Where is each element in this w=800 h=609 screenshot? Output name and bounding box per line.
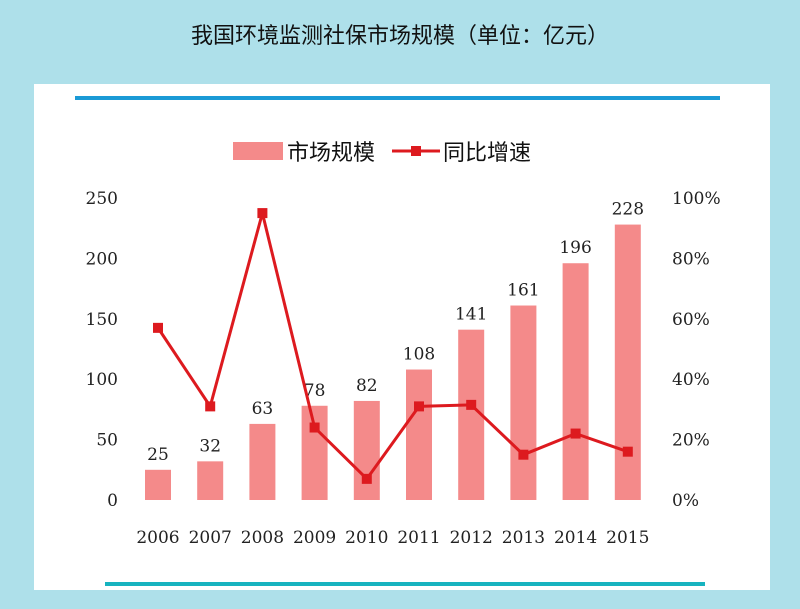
x-axis-tick-label: 2015 [606, 528, 649, 548]
bar-2011 [406, 369, 432, 500]
right-axis-tick-label: 40% [672, 370, 710, 390]
growth-marker-2010 [361, 473, 372, 484]
left-axis-tick-label: 150 [86, 310, 118, 330]
x-axis-tick-label: 2010 [345, 528, 388, 548]
growth-marker-2007 [205, 401, 216, 412]
bar-data-label: 196 [559, 238, 591, 258]
x-axis-tick-label: 2011 [397, 528, 440, 548]
x-axis-tick-label: 2008 [241, 528, 284, 548]
growth-marker-2008 [257, 208, 268, 219]
x-axis-tick-label: 2006 [136, 528, 179, 548]
growth-line [156, 212, 629, 482]
bar-data-label: 63 [252, 399, 274, 419]
growth-marker-2009 [309, 422, 320, 433]
bar-data-label: 82 [356, 376, 378, 396]
x-axis-tick-label: 2012 [450, 528, 493, 548]
bar-data-label: 25 [147, 445, 169, 465]
right-axis-tick-label: 100% [672, 189, 721, 209]
left-axis-tick-label: 200 [86, 249, 118, 269]
bar-data-label: 161 [507, 281, 539, 301]
right-axis-tick-label: 0% [672, 491, 699, 511]
bar-2008 [249, 423, 276, 500]
bar-2010 [353, 400, 380, 500]
chart: 0 50 100 150 200 250 0% 20% 40% 60% 80% 100% 25 2006 3… [75, 96, 721, 586]
right-axis-tick-label: 60% [672, 310, 710, 330]
bar-2015 [614, 224, 641, 501]
x-axis-tick-label: 2009 [293, 528, 336, 548]
bar-data-label: 108 [403, 345, 435, 365]
legend-label: 同比增速 [443, 141, 531, 166]
legend-label: 市场规模 [287, 141, 375, 166]
bar-2006 [145, 469, 171, 500]
x-axis-tick-label: 2014 [554, 528, 597, 548]
page-title: 我国环境监测社保市场规模（单位：亿元） [190, 24, 609, 49]
bar-data-label: 228 [612, 200, 644, 220]
right-axis-tick-label: 20% [672, 431, 710, 451]
left-axis-tick-label: 100 [86, 370, 118, 390]
bar-data-label: 141 [455, 305, 487, 325]
bar-2013 [510, 305, 537, 500]
bar-2007 [197, 461, 224, 500]
growth-marker-2014 [570, 428, 581, 439]
growth-marker-2013 [518, 449, 529, 460]
left-axis-tick-label: 0 [107, 491, 118, 511]
x-axis-tick-label: 2007 [189, 528, 232, 548]
chart-panel: 0 50 100 150 200 250 0% 20% 40% 60% 80% 100% 25 2006 3… [34, 84, 770, 590]
left-axis-tick-label: 250 [86, 189, 118, 209]
bar-2014 [562, 263, 589, 500]
growth-marker-2011 [414, 401, 424, 412]
growth-marker-2012 [466, 399, 477, 410]
growth-marker-2015 [622, 446, 633, 457]
legend-bar-swatch [233, 142, 283, 160]
growth-marker-2006 [153, 322, 163, 333]
legend-marker-swatch [411, 146, 421, 156]
left-axis-tick-label: 50 [96, 431, 118, 451]
bar-data-label: 32 [199, 436, 221, 456]
bar-2009 [301, 405, 328, 500]
right-axis-tick-label: 80% [672, 249, 710, 269]
bar-data-label: 78 [304, 381, 326, 401]
x-axis-tick-label: 2013 [502, 528, 545, 548]
